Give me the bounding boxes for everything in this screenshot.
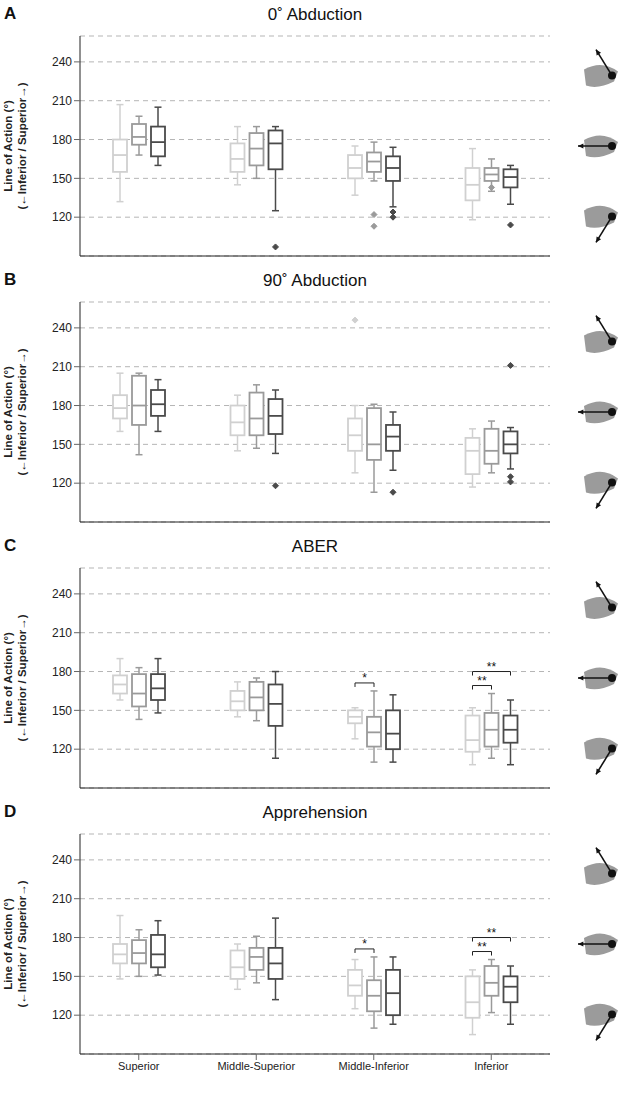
svg-text:120: 120 <box>52 1008 72 1022</box>
svg-text:Line of Action (°): Line of Action (°) <box>2 632 14 724</box>
html-text:A: A <box>4 4 17 23</box>
svg-text:210: 210 <box>52 892 72 906</box>
svg-text:Line of Action (°): Line of Action (°) <box>2 366 14 458</box>
html-text:Apprehension: Apprehension <box>262 803 368 822</box>
svg-text:120: 120 <box>52 742 72 756</box>
svg-text:150: 150 <box>52 438 72 452</box>
html-text:B: B <box>4 270 17 289</box>
svg-text:(←Inferior / Superior→): (←Inferior / Superior→) <box>16 614 28 741</box>
svg-text:*: * <box>362 937 367 951</box>
svg-text:Inferior: Inferior <box>474 1060 509 1072</box>
html-text:C: C <box>4 536 17 555</box>
svg-text:240: 240 <box>52 321 72 335</box>
svg-text:210: 210 <box>52 94 72 108</box>
svg-text:150: 150 <box>52 970 72 984</box>
svg-text:Middle-Inferior: Middle-Inferior <box>339 1060 410 1072</box>
svg-text:**: ** <box>487 926 497 940</box>
svg-text:**: ** <box>487 660 497 674</box>
svg-text:180: 180 <box>52 665 72 679</box>
svg-text:150: 150 <box>52 704 72 718</box>
svg-text:210: 210 <box>52 360 72 374</box>
svg-text:180: 180 <box>52 133 72 147</box>
svg-text:120: 120 <box>52 210 72 224</box>
svg-text:Middle-Superior: Middle-Superior <box>217 1060 295 1072</box>
svg-text:**: ** <box>477 674 487 688</box>
svg-text:120: 120 <box>52 476 72 490</box>
svg-text:Line of Action (°): Line of Action (°) <box>2 898 14 990</box>
svg-text:180: 180 <box>52 399 72 413</box>
svg-text:180: 180 <box>52 931 72 945</box>
svg-text:210: 210 <box>52 626 72 640</box>
svg-text:150: 150 <box>52 172 72 186</box>
svg-text:240: 240 <box>52 853 72 867</box>
svg-text:(←Inferior / Superior→): (←Inferior / Superior→) <box>16 348 28 475</box>
html-text:D: D <box>4 802 17 821</box>
svg-text:Superior: Superior <box>118 1060 160 1072</box>
svg-text:(←Inferior / Superior→): (←Inferior / Superior→) <box>16 880 28 1007</box>
html-text:0˚ Abduction: 0˚ Abduction <box>267 5 363 24</box>
svg-text:**: ** <box>477 940 487 954</box>
svg-text:Line of Action (°): Line of Action (°) <box>2 100 14 192</box>
html-text:90˚ Abduction: 90˚ Abduction <box>263 271 367 290</box>
svg-text:240: 240 <box>52 55 72 69</box>
svg-text:240: 240 <box>52 587 72 601</box>
svg-text:(←Inferior / Superior→): (←Inferior / Superior→) <box>16 82 28 209</box>
html-text:ABER: ABER <box>291 537 339 556</box>
svg-text:*: * <box>362 671 367 685</box>
